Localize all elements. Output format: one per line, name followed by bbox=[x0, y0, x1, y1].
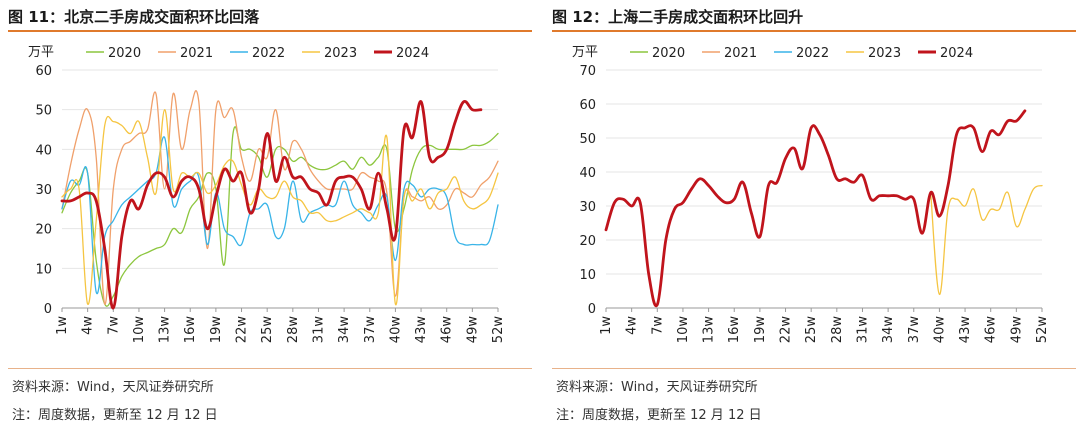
update-note: 注：周度数据，更新至 12 月 12 日 bbox=[556, 408, 762, 423]
y-tick-label: 60 bbox=[35, 64, 52, 79]
footer-divider bbox=[552, 368, 1076, 369]
x-tick-label: 13w bbox=[702, 316, 717, 344]
legend-label-2023: 2023 bbox=[324, 46, 357, 61]
source-note: 资料来源：Wind，天风证券研究所 bbox=[12, 380, 214, 395]
x-tick-label: 37w bbox=[363, 316, 378, 344]
x-tick-label: 34w bbox=[881, 316, 896, 344]
x-tick-label: 28w bbox=[830, 316, 845, 344]
x-tick-label: 52w bbox=[491, 316, 506, 344]
legend-label-2022: 2022 bbox=[252, 46, 285, 61]
y-tick-label: 10 bbox=[579, 268, 596, 283]
x-tick-label: 4w bbox=[625, 316, 640, 335]
y-tick-label: 30 bbox=[35, 183, 52, 198]
x-tick-label: 43w bbox=[414, 316, 429, 344]
x-tick-label: 25w bbox=[260, 316, 275, 344]
x-tick-label: 46w bbox=[440, 316, 455, 344]
x-tick-label: 16w bbox=[183, 316, 198, 344]
x-tick-label: 28w bbox=[286, 316, 301, 344]
y-tick-label: 20 bbox=[35, 223, 52, 238]
x-tick-label: 10w bbox=[132, 316, 147, 344]
chart-title: 图 11：北京二手房成交面积环比回落 bbox=[8, 8, 260, 26]
x-tick-label: 1w bbox=[55, 316, 70, 335]
x-tick-label: 22w bbox=[779, 316, 794, 344]
title-divider bbox=[552, 30, 1076, 32]
y-axis-unit-label: 万平 bbox=[572, 45, 598, 60]
x-tick-label: 49w bbox=[465, 316, 480, 344]
y-tick-label: 20 bbox=[579, 234, 596, 249]
footer-divider bbox=[8, 368, 532, 369]
title-divider bbox=[8, 30, 532, 32]
x-tick-label: 1w bbox=[599, 316, 614, 335]
x-tick-label: 31w bbox=[855, 316, 870, 344]
y-tick-label: 0 bbox=[44, 302, 52, 317]
y-tick-label: 50 bbox=[35, 104, 52, 119]
legend-label-2023: 2023 bbox=[868, 46, 901, 61]
x-tick-label: 16w bbox=[727, 316, 742, 344]
chart-panel-shanghai: 图 12：上海二手房成交面积环比回升 万平 0 10 20 30 40 50 60 70 1w 4w… bbox=[552, 0, 1076, 430]
y-tick-label: 0 bbox=[588, 302, 596, 317]
x-tick-label: 34w bbox=[337, 316, 352, 344]
y-tick-label: 40 bbox=[35, 143, 52, 158]
x-tick-label: 22w bbox=[235, 316, 250, 344]
y-tick-label: 10 bbox=[35, 262, 52, 277]
series-line-2024 bbox=[604, 109, 1027, 308]
x-tick-label: 19w bbox=[753, 316, 768, 344]
x-tick-label: 43w bbox=[958, 316, 973, 344]
update-note: 注：周度数据，更新至 12 月 12 日 bbox=[12, 408, 218, 423]
x-tick-label: 52w bbox=[1035, 316, 1050, 344]
legend-label-2022: 2022 bbox=[796, 46, 829, 61]
x-tick-label: 10w bbox=[676, 316, 691, 344]
series-line-2022 bbox=[61, 136, 499, 295]
y-tick-label: 70 bbox=[579, 64, 596, 79]
x-tick-label: 46w bbox=[984, 316, 999, 344]
chart-title: 图 12：上海二手房成交面积环比回升 bbox=[552, 8, 804, 26]
legend-label-2024: 2024 bbox=[940, 46, 973, 61]
legend-label-2020: 2020 bbox=[652, 46, 685, 61]
y-tick-label: 50 bbox=[579, 132, 596, 147]
y-tick-label: 30 bbox=[579, 200, 596, 215]
x-tick-label: 40w bbox=[932, 316, 947, 344]
source-note: 资料来源：Wind，天风证券研究所 bbox=[556, 380, 758, 395]
legend-label-2024: 2024 bbox=[396, 46, 429, 61]
line-chart-shanghai: 万平 0 10 20 30 40 50 60 70 1w 4w 7w 10w 13w 16w 19w 22w 25… bbox=[572, 45, 1050, 344]
chart-panel-beijing: 图 11：北京二手房成交面积环比回落 万平 0 10 20 30 40 50 60 1w 4w 7w… bbox=[8, 0, 532, 430]
y-tick-label: 40 bbox=[579, 166, 596, 181]
x-tick-label: 37w bbox=[907, 316, 922, 344]
x-tick-label: 49w bbox=[1009, 316, 1024, 344]
x-tick-label: 19w bbox=[209, 316, 224, 344]
x-tick-label: 7w bbox=[650, 316, 665, 335]
line-chart-beijing: 万平 0 10 20 30 40 50 60 1w 4w 7w 10w 13w 16w 19w 22w 25w 2… bbox=[28, 45, 506, 344]
legend-label-2021: 2021 bbox=[180, 46, 213, 61]
y-tick-label: 60 bbox=[579, 98, 596, 113]
y-axis-unit-label: 万平 bbox=[28, 45, 54, 60]
legend-label-2021: 2021 bbox=[724, 46, 757, 61]
series-line-2023 bbox=[930, 184, 1043, 296]
series-line-2021 bbox=[61, 90, 499, 305]
series-line-2024 bbox=[60, 99, 483, 310]
x-tick-label: 13w bbox=[158, 316, 173, 344]
x-tick-label: 25w bbox=[804, 316, 819, 344]
x-tick-label: 40w bbox=[388, 316, 403, 344]
series-line-2023 bbox=[61, 109, 499, 306]
series-line-2020 bbox=[61, 126, 499, 307]
x-tick-label: 7w bbox=[106, 316, 121, 335]
x-tick-label: 4w bbox=[81, 316, 96, 335]
legend-label-2020: 2020 bbox=[108, 46, 141, 61]
x-tick-label: 31w bbox=[311, 316, 326, 344]
